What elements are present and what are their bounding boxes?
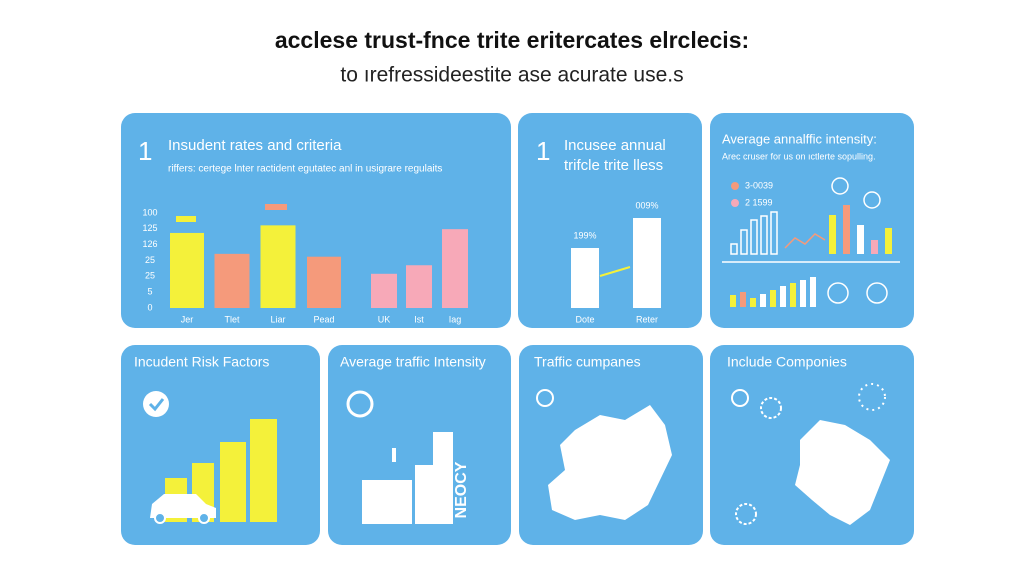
legend-label: 2 1599	[745, 197, 773, 207]
x-tick-label: Jer	[181, 314, 194, 324]
clock-icon	[731, 389, 749, 407]
icon	[176, 216, 196, 222]
bar	[406, 265, 432, 308]
sign-text: NEOCY	[453, 461, 470, 518]
panel-subtitle: riffers: certege lnter ractident egutate…	[168, 164, 442, 175]
legend-dot	[731, 199, 739, 207]
bar	[371, 273, 397, 308]
bar-label: 199%	[573, 230, 596, 240]
map	[795, 420, 890, 525]
panel-title: Include Componies	[727, 354, 847, 370]
y-tick-label: 125	[142, 223, 157, 233]
bar	[214, 253, 250, 308]
car-wheel	[154, 512, 166, 524]
car-icon	[150, 494, 216, 518]
bar	[260, 225, 296, 308]
car-wheel	[198, 512, 210, 524]
x-tick-label: Dote	[575, 314, 594, 324]
bar	[442, 229, 468, 308]
x-tick-label: Reter	[636, 314, 658, 324]
panel-subtitle: trifcle trite lless	[564, 157, 663, 174]
bar	[307, 256, 341, 308]
panel	[710, 113, 914, 328]
x-tick-label: Tlet	[224, 314, 240, 324]
y-tick-label: 0	[147, 302, 152, 312]
panel-title: Incusee annual	[564, 137, 666, 154]
check-icon	[143, 391, 169, 417]
buildings	[362, 432, 453, 524]
panel-title: Average annalffic intensity:	[722, 131, 877, 146]
subtitle: to ırefressideestite ase acurate use.s	[340, 64, 683, 87]
x-tick-label: Pead	[313, 314, 334, 324]
bar	[170, 232, 204, 308]
panel-subtitle: Arec cruser for us on ıctlerte sopulling…	[722, 151, 876, 161]
clock-icon	[346, 390, 374, 418]
x-tick-label: Iag	[449, 314, 462, 324]
title: acclese trust-fnce trite eritercates elr…	[275, 27, 749, 53]
bar	[571, 248, 599, 308]
clock-icon	[536, 389, 554, 407]
check-mark	[148, 398, 165, 412]
panel-title: Insudent rates and criteria	[168, 137, 342, 154]
icon	[265, 204, 287, 210]
wheel-icon	[760, 397, 782, 419]
y-tick-label: 100	[142, 207, 157, 217]
map	[548, 405, 672, 520]
y-tick-label: 25	[145, 255, 155, 265]
panel-title: Average traffic Intensity	[340, 354, 486, 370]
wheel-icon	[735, 503, 757, 525]
panel-title: Traffic cumpanes	[534, 354, 641, 370]
x-tick-label: UK	[378, 314, 391, 324]
y-tick-label: 126	[142, 239, 157, 249]
y-tick-label: 25	[145, 271, 155, 281]
mini-bars	[730, 205, 892, 307]
legend-dot	[731, 182, 739, 190]
arrow	[599, 266, 631, 277]
panel-number: 1	[536, 136, 550, 166]
panel-number: 1	[138, 136, 152, 166]
mini-chart	[722, 177, 900, 304]
bar-label: 009%	[635, 200, 658, 210]
x-tick-label: Liar	[270, 314, 285, 324]
sun-icon	[858, 383, 886, 411]
bar	[633, 218, 661, 308]
panel-title: Incudent Risk Factors	[134, 354, 269, 370]
y-tick-label: 5	[147, 287, 152, 297]
x-tick-label: Ist	[414, 314, 424, 324]
legend-label: 3-0039	[745, 180, 773, 190]
